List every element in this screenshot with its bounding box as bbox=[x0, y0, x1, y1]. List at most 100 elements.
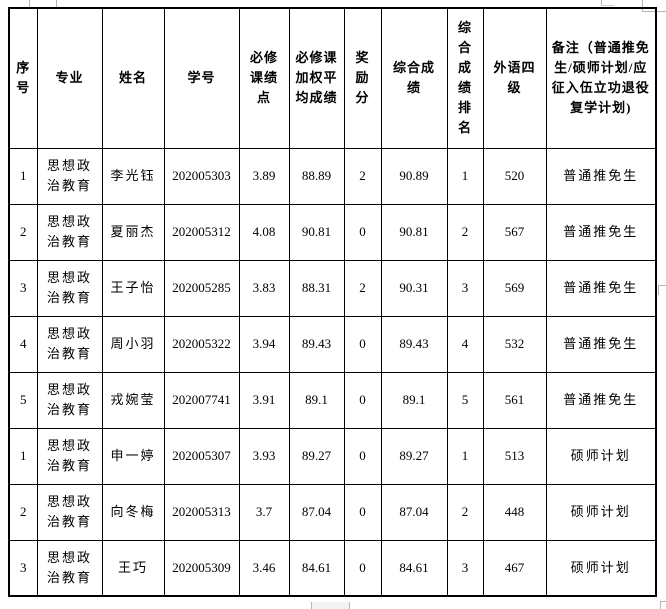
cell-major: 思想政治教育 bbox=[36, 203, 103, 261]
cell-gpa: 3.46 bbox=[238, 539, 290, 597]
cell-bonus: 0 bbox=[343, 315, 382, 373]
gridline-artifact bbox=[311, 602, 350, 609]
cell-student_id: 202005309 bbox=[163, 539, 240, 597]
cell-weighted_avg: 89.27 bbox=[288, 427, 345, 485]
cell-composite: 89.27 bbox=[380, 427, 448, 485]
table-header: 序号 专业 姓名 学号 必修课绩点 必修课加权平均成绩 奖励分 综合成绩 综合成… bbox=[8, 7, 657, 149]
column-header-composite: 综合成绩 bbox=[380, 7, 448, 149]
column-header-major: 专业 bbox=[36, 7, 103, 149]
gridline-artifact bbox=[660, 601, 666, 609]
cell-bonus: 0 bbox=[343, 427, 382, 485]
column-header-weighted-avg: 必修课加权平均成绩 bbox=[288, 7, 345, 149]
cell-remark: 硕师计划 bbox=[545, 539, 657, 597]
cell-index: 1 bbox=[8, 427, 38, 485]
cell-composite: 89.1 bbox=[380, 371, 448, 429]
cell-rank: 3 bbox=[446, 259, 484, 317]
cell-name: 申一婷 bbox=[101, 427, 165, 485]
cell-index: 2 bbox=[8, 203, 38, 261]
cell-gpa: 3.7 bbox=[238, 483, 290, 541]
cell-cet4: 467 bbox=[482, 539, 547, 597]
cell-student_id: 202005322 bbox=[163, 315, 240, 373]
cell-bonus: 0 bbox=[343, 371, 382, 429]
cell-student_id: 202005307 bbox=[163, 427, 240, 485]
cell-gpa: 3.91 bbox=[238, 371, 290, 429]
cell-major: 思想政治教育 bbox=[36, 427, 103, 485]
cell-weighted_avg: 88.31 bbox=[288, 259, 345, 317]
table-row: 2 思想政治教育 向冬梅 202005313 3.7 87.04 0 87.04 2 448 硕师计… bbox=[8, 483, 657, 541]
table-row: 2 思想政治教育 夏丽杰 202005312 4.08 90.81 0 90.81 2 567 普通… bbox=[8, 203, 657, 261]
cell-name: 戎婉莹 bbox=[101, 371, 165, 429]
score-table: 序号 专业 姓名 学号 必修课绩点 必修课加权平均成绩 奖励分 综合成绩 综合成… bbox=[8, 7, 657, 597]
cell-composite: 90.31 bbox=[380, 259, 448, 317]
column-header-rank: 综合成绩排名 bbox=[446, 7, 484, 149]
cell-composite: 90.81 bbox=[380, 203, 448, 261]
cell-index: 3 bbox=[8, 539, 38, 597]
cell-weighted_avg: 89.43 bbox=[288, 315, 345, 373]
cell-name: 王子怡 bbox=[101, 259, 165, 317]
column-header-index: 序号 bbox=[8, 7, 38, 149]
cell-cet4: 513 bbox=[482, 427, 547, 485]
cell-weighted_avg: 88.89 bbox=[288, 147, 345, 205]
cell-major: 思想政治教育 bbox=[36, 371, 103, 429]
cell-name: 向冬梅 bbox=[101, 483, 165, 541]
cell-student_id: 202005303 bbox=[163, 147, 240, 205]
cell-weighted_avg: 84.61 bbox=[288, 539, 345, 597]
cell-name: 夏丽杰 bbox=[101, 203, 165, 261]
cell-bonus: 0 bbox=[343, 203, 382, 261]
cell-bonus: 2 bbox=[343, 259, 382, 317]
cell-cet4: 448 bbox=[482, 483, 547, 541]
cell-cet4: 561 bbox=[482, 371, 547, 429]
cell-student_id: 202007741 bbox=[163, 371, 240, 429]
cell-student_id: 202005312 bbox=[163, 203, 240, 261]
column-header-name: 姓名 bbox=[101, 7, 165, 149]
header-row: 序号 专业 姓名 学号 必修课绩点 必修课加权平均成绩 奖励分 综合成绩 综合成… bbox=[8, 7, 657, 149]
cell-index: 5 bbox=[8, 371, 38, 429]
cell-gpa: 3.93 bbox=[238, 427, 290, 485]
cell-index: 1 bbox=[8, 147, 38, 205]
cell-major: 思想政治教育 bbox=[36, 315, 103, 373]
column-header-student-id: 学号 bbox=[163, 7, 240, 149]
cell-name: 李光钰 bbox=[101, 147, 165, 205]
cell-gpa: 3.89 bbox=[238, 147, 290, 205]
cell-major: 思想政治教育 bbox=[36, 259, 103, 317]
cell-composite: 87.04 bbox=[380, 483, 448, 541]
cell-cet4: 569 bbox=[482, 259, 547, 317]
cell-rank: 1 bbox=[446, 427, 484, 485]
cell-student_id: 202005285 bbox=[163, 259, 240, 317]
gridline-artifact bbox=[658, 285, 666, 295]
cell-index: 4 bbox=[8, 315, 38, 373]
cell-student_id: 202005313 bbox=[163, 483, 240, 541]
cell-rank: 2 bbox=[446, 203, 484, 261]
cell-composite: 89.43 bbox=[380, 315, 448, 373]
cell-bonus: 0 bbox=[343, 483, 382, 541]
cell-cet4: 532 bbox=[482, 315, 547, 373]
cell-remark: 普通推免生 bbox=[545, 371, 657, 429]
table-row: 3 思想政治教育 王子怡 202005285 3.83 88.31 2 90.31 3 569 普通… bbox=[8, 259, 657, 317]
cell-bonus: 0 bbox=[343, 539, 382, 597]
column-header-bonus: 奖励分 bbox=[343, 7, 382, 149]
cell-index: 2 bbox=[8, 483, 38, 541]
cell-rank: 5 bbox=[446, 371, 484, 429]
cell-major: 思想政治教育 bbox=[36, 483, 103, 541]
table-row: 1 思想政治教育 申一婷 202005307 3.93 89.27 0 89.27 1 513 硕师… bbox=[8, 427, 657, 485]
cell-gpa: 3.83 bbox=[238, 259, 290, 317]
column-header-gpa: 必修课绩点 bbox=[238, 7, 290, 149]
table-row: 5 思想政治教育 戎婉莹 202007741 3.91 89.1 0 89.1 5 561 普通推免… bbox=[8, 371, 657, 429]
gridline-artifact bbox=[601, 0, 614, 6]
cell-rank: 2 bbox=[446, 483, 484, 541]
cell-major: 思想政治教育 bbox=[36, 539, 103, 597]
cell-weighted_avg: 89.1 bbox=[288, 371, 345, 429]
cell-major: 思想政治教育 bbox=[36, 147, 103, 205]
cell-rank: 4 bbox=[446, 315, 484, 373]
cell-gpa: 4.08 bbox=[238, 203, 290, 261]
column-header-remark: 备注（普通推免生/硕师计划/应征入伍立功退役复学计划) bbox=[545, 7, 657, 149]
table-row: 1 思想政治教育 李光钰 202005303 3.89 88.89 2 90.89 1 520 普通… bbox=[8, 147, 657, 205]
table-row: 4 思想政治教育 周小羽 202005322 3.94 89.43 0 89.43 4 532 普通… bbox=[8, 315, 657, 373]
table-row: 3 思想政治教育 王巧 202005309 3.46 84.61 0 84.61 3 467 硕师计… bbox=[8, 539, 657, 597]
cell-weighted_avg: 87.04 bbox=[288, 483, 345, 541]
cell-composite: 90.89 bbox=[380, 147, 448, 205]
cell-bonus: 2 bbox=[343, 147, 382, 205]
cell-name: 周小羽 bbox=[101, 315, 165, 373]
table-body: 1 思想政治教育 李光钰 202005303 3.89 88.89 2 90.89 1 520 普通… bbox=[8, 147, 657, 597]
